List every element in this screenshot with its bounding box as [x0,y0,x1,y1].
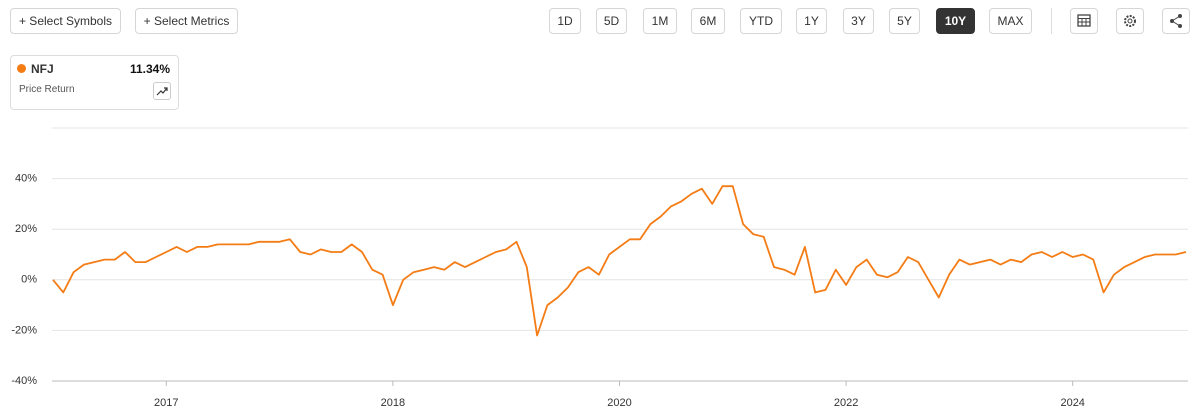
x-tick-label: 2017 [154,397,178,409]
toolbar-button[interactable]: 1D [549,8,581,34]
price-line [52,185,1187,337]
separator [1051,8,1052,34]
chart-type-button[interactable] [153,82,171,100]
x-tick-label: 2020 [607,397,631,409]
legend-dot [17,64,26,73]
toolbar-button[interactable]: 1M [643,8,677,34]
trend-icon [156,87,168,96]
x-tick-label: 2022 [834,397,858,409]
legend-card: NFJ 11.34% Price Return [10,55,179,110]
toolbar-button[interactable]: 10Y [936,8,975,34]
y-tick-label: -20% [11,324,37,336]
toolbar-button[interactable]: + Select Symbols [10,8,121,34]
y-tick-label: -40% [11,375,37,387]
toolbar-button[interactable]: 1Y [796,8,827,34]
y-tick-label: 0% [21,274,37,286]
toolbar-button[interactable]: MAX [989,8,1032,34]
share-icon [1170,14,1182,28]
gear-icon [1124,15,1136,27]
settings-button[interactable] [1116,8,1144,34]
legend-metric: Price Return [19,84,75,95]
toolbar-button[interactable]: + Select Metrics [135,8,238,34]
x-tick-label: 2018 [381,397,405,409]
share-button[interactable] [1162,8,1190,34]
table-button[interactable] [1070,8,1098,34]
y-tick-label: 20% [15,223,37,235]
toolbar-button[interactable]: 5D [596,8,627,34]
toolbar-button[interactable]: YTD [740,8,782,34]
toolbar-button[interactable]: 6M [691,8,725,34]
legend-symbol: NFJ [31,62,54,76]
toolbar-button[interactable]: 5Y [889,8,920,34]
table-icon [1077,14,1091,27]
legend-value: 11.34% [129,62,170,76]
y-tick-label: 40% [15,173,37,185]
x-tick-label: 2024 [1060,397,1084,409]
toolbar-button[interactable]: 3Y [843,8,874,34]
